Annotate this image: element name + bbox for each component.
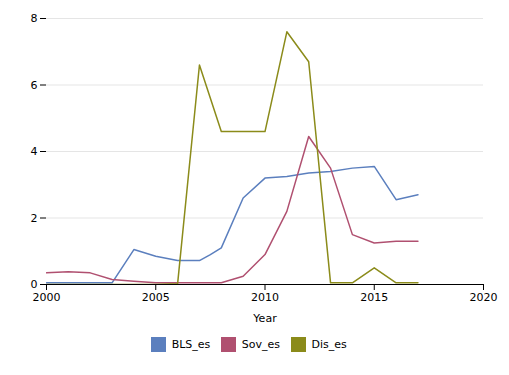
svg-text:2010: 2010: [251, 291, 279, 304]
html-text:Dis_es: Dis_es: [311, 338, 347, 351]
svg-text:2020: 2020: [470, 291, 498, 304]
svg-text:Year: Year: [252, 312, 277, 325]
svg-text:2005: 2005: [142, 291, 170, 304]
svg-text:2015: 2015: [360, 291, 388, 304]
html-text:BLS_es: BLS_es: [171, 338, 211, 351]
html-text:Sov_es: Sov_es: [241, 338, 281, 351]
svg-text:2000: 2000: [33, 291, 61, 304]
svg-text:6: 6: [31, 79, 38, 92]
svg-text:0: 0: [31, 278, 38, 291]
svg-text:2: 2: [31, 212, 38, 225]
svg-text:4: 4: [31, 145, 38, 158]
svg-text:8: 8: [31, 12, 38, 25]
